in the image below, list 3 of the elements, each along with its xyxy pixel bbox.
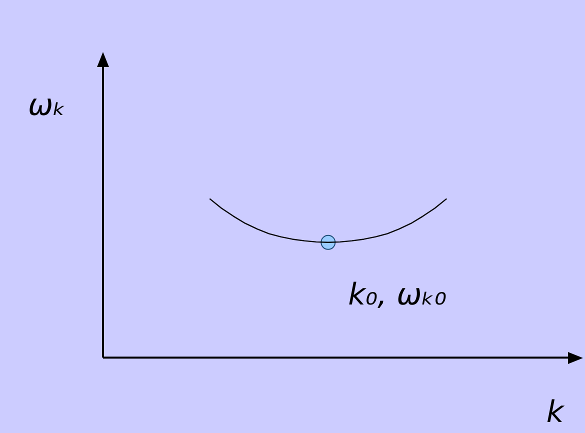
y-axis-title: ωₖ [28, 88, 66, 123]
annotation: k₀, ωₖ₀ [348, 277, 447, 312]
x-axis-title: k [546, 395, 566, 430]
